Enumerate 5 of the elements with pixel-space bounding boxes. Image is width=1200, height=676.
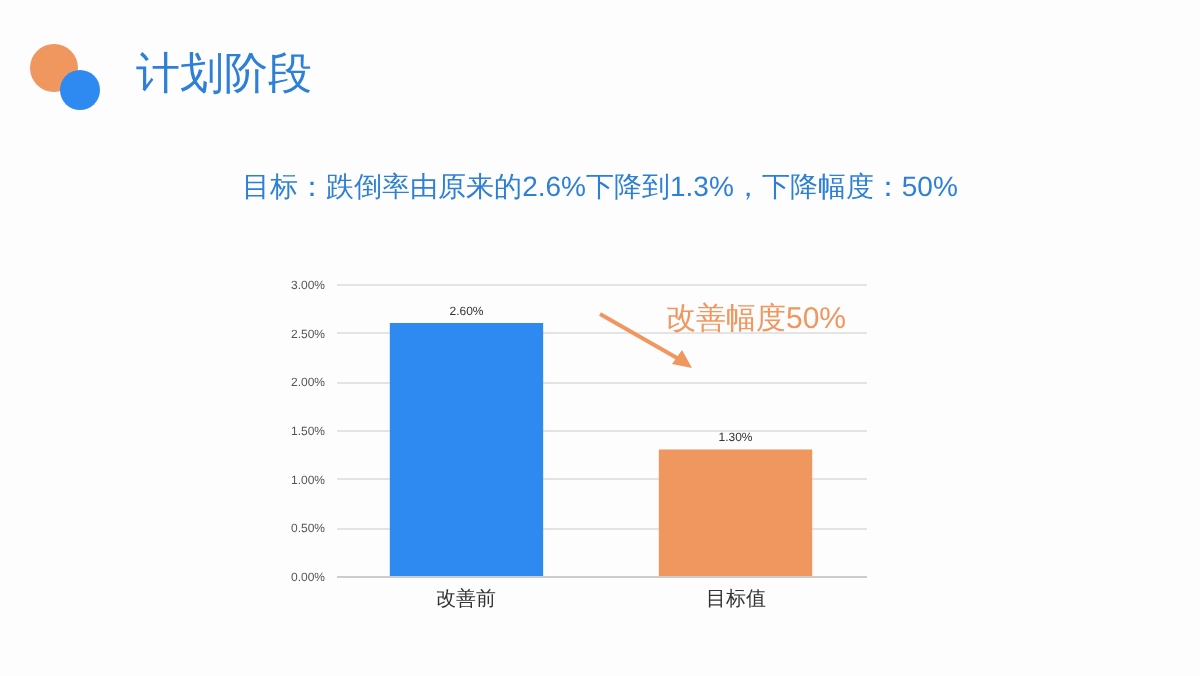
chart-subtitle: 目标：跌倒率由原来的2.6%下降到1.3%，下降幅度：50% bbox=[240, 170, 960, 206]
annotation: 改善幅度50% bbox=[666, 300, 847, 338]
x-tick-label: 目标值 bbox=[705, 587, 766, 611]
x-tick-label: 改善前 bbox=[436, 587, 497, 611]
chart-title: 计划阶段 bbox=[136, 46, 312, 102]
